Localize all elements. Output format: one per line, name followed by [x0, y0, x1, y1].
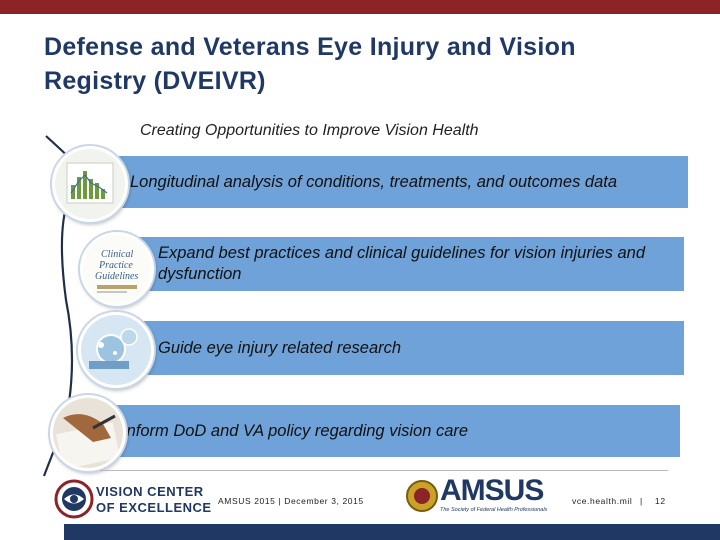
item-band-1: Longitudinal analysis of conditions, tre…	[100, 156, 688, 208]
chart-document-icon	[52, 146, 128, 222]
practice-label: Practice	[98, 260, 133, 271]
signing-document-icon	[50, 395, 126, 471]
vce-logo-line2: OF EXCELLENCE	[96, 500, 212, 515]
bottom-accent-bar	[64, 524, 720, 540]
amsus-tagline: The Society of Federal Health Profession…	[440, 507, 548, 513]
amsus-seal-icon	[406, 480, 438, 512]
clinical-label: Clinical	[101, 249, 133, 260]
footer-separator: |	[640, 496, 643, 506]
item-text-1: Longitudinal analysis of conditions, tre…	[130, 172, 618, 191]
top-accent-bar	[0, 0, 720, 14]
laboratory-research-icon	[78, 312, 154, 388]
item-band-3: Guide eye injury related research	[124, 321, 684, 375]
slide-subtitle: Creating Opportunities to Improve Vision…	[140, 122, 479, 139]
item-text-3: Guide eye injury related research	[158, 338, 402, 357]
clinical-practice-guidelines-icon: Clinical Practice Guidelines	[80, 232, 154, 306]
item-text-4: Inform DoD and VA policy regarding visio…	[122, 421, 469, 440]
page-number: 12	[655, 496, 666, 506]
footer-divider	[100, 470, 668, 471]
slide-title: Defense and Veterans Eye Injury and Visi…	[44, 33, 576, 95]
footer-website: vce.health.mil	[572, 496, 633, 506]
amsus-logo: AMSUS The Society of Federal Health Prof…	[406, 474, 547, 520]
footer-event: AMSUS 2015 | December 3, 2015	[218, 496, 364, 506]
item-band-4: Inform DoD and VA policy regarding visio…	[100, 405, 680, 457]
item-band-2: Expand best practices and clinical guide…	[124, 237, 684, 291]
guidelines-label: Guidelines	[95, 271, 138, 282]
vce-logo-line1: VISION CENTER	[96, 484, 204, 499]
item-text-2: Expand best practices and clinical guide…	[158, 244, 646, 283]
vce-logo: VISION CENTER OF EXCELLENCE	[54, 478, 214, 520]
amsus-logo-text: AMSUS	[440, 474, 544, 507]
vce-seal-icon	[54, 479, 94, 519]
